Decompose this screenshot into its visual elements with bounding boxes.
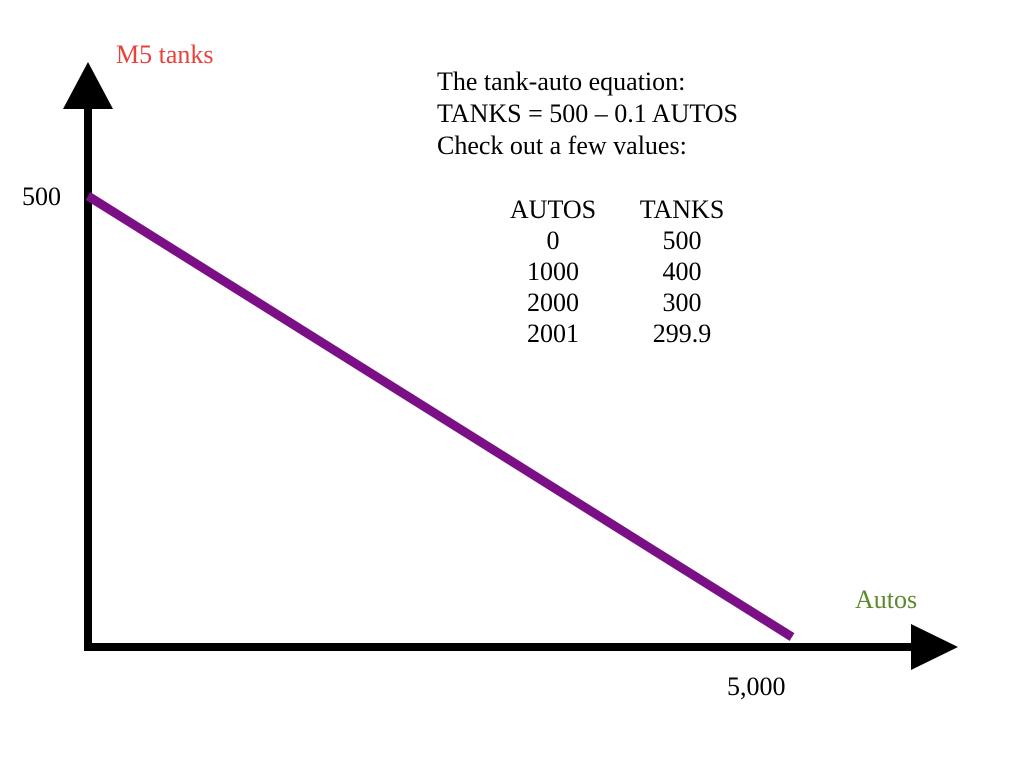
table-cell: 2000 (527, 288, 579, 317)
annotation-line: TANKS = 500 – 0.1 AUTOS (437, 99, 739, 128)
table-row: 0 500 (503, 225, 741, 256)
series-layer (85, 192, 795, 641)
table-header-row: AUTOS TANKS (503, 194, 741, 225)
series-line-tanks-vs-autos (85, 192, 795, 641)
y-axis-label: M5 tanks (116, 40, 214, 69)
column-header-tanks: TANKS (639, 195, 725, 224)
table-cell: 2001 (527, 319, 579, 348)
x-axis-arrowhead (911, 624, 958, 670)
annotation-line: Check out a few values: (437, 131, 687, 160)
table-row: 2000 300 (503, 287, 741, 318)
values-table: AUTOS TANKS 0 500 1000 400 2000 300 2001… (503, 194, 741, 349)
annotation-line: The tank-auto equation: (437, 67, 686, 96)
table-cell: 0 (546, 226, 560, 255)
y-tick-label: 500 (22, 182, 61, 211)
x-tick-label: 5,000 (727, 672, 786, 701)
table-cell: 500 (662, 226, 702, 255)
table-cell: 1000 (527, 257, 579, 286)
table-row: 2001 299.9 (503, 318, 741, 349)
y-axis-arrowhead (63, 62, 113, 109)
table-cell: 300 (662, 288, 702, 317)
x-axis-label: Autos (855, 585, 918, 614)
table-row: 1000 400 (503, 256, 741, 287)
equation-annotation: The tank-auto equation: TANKS = 500 – 0.… (437, 66, 741, 349)
table-cell: 299.9 (652, 319, 712, 348)
column-header-autos: AUTOS (509, 195, 597, 224)
table-cell: 400 (662, 257, 702, 286)
